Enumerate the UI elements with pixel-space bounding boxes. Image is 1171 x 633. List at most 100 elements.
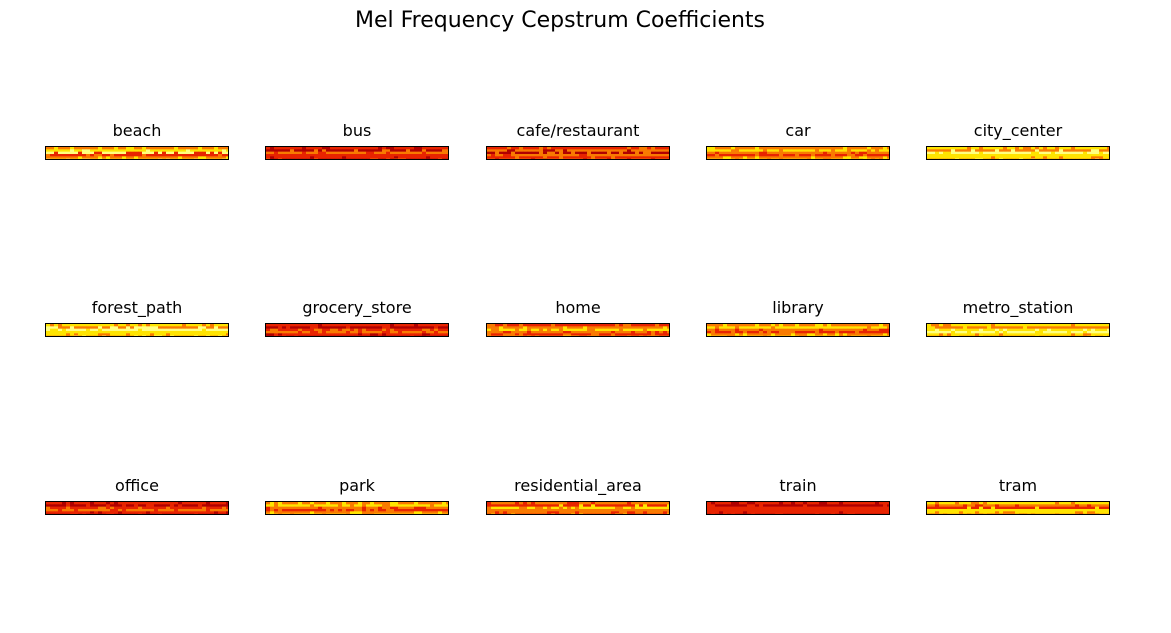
heatmap-cell [967,328,972,332]
heatmap-cell [1015,502,1020,505]
heatmap-cell [707,326,712,329]
heatmap-cell [535,151,540,155]
heatmap-cell [651,147,656,150]
heatmap-cell [306,511,311,514]
heatmap-cell [134,158,139,159]
heatmap-cell [170,331,175,334]
heatmap-cell [418,333,423,336]
heatmap-cell [330,147,335,150]
heatmap-cell [378,154,383,157]
heatmap-cell [1067,509,1072,512]
heatmap-cell [523,509,528,512]
panel-forest-path: forest_path [45,298,229,337]
heatmap-cell [226,326,228,329]
heatmap-cell [134,504,139,507]
heatmap-cell [639,513,644,514]
heatmap-cell [527,333,532,336]
heatmap-cell [747,513,752,514]
heatmap-cell [607,154,612,157]
heatmap-cell [218,509,223,512]
heatmap-cell [134,331,139,334]
heatmap-cell [859,158,864,159]
heatmap-cell [535,506,540,510]
heatmap-cell [1047,151,1052,155]
heatmap-cell [1099,326,1104,329]
heatmap-cell [186,158,191,159]
heatmap-cell [867,328,872,332]
heatmap-cell [559,154,564,157]
heatmap-cell [70,326,75,329]
heatmap-cell [218,506,223,510]
heatmap-cell [767,154,772,157]
heatmap-cell [66,324,71,327]
heatmap-cell [1003,511,1008,514]
heatmap-cell [779,513,784,514]
heatmap-cell [1087,328,1092,332]
heatmap-cell [178,324,183,327]
heatmap-cell [583,331,588,334]
heatmap-cell [442,506,447,510]
heatmap-cell [719,335,724,336]
heatmap-cell [579,511,584,514]
heatmap-cell [282,324,287,327]
heatmap-cell [306,328,311,332]
heatmap-cell [527,149,532,152]
heatmap-cell [422,326,427,329]
heatmap-cell [390,326,395,329]
heatmap-cell [495,149,500,152]
heatmap-cell [555,149,560,152]
heatmap-cell [1075,326,1080,329]
heatmap-cell [314,158,319,159]
heatmap-cell [126,156,131,159]
heatmap-cell [134,506,139,510]
heatmap-cell [1059,151,1064,155]
heatmap-cell [1091,511,1096,514]
heatmap-cell [991,154,996,157]
heatmap-cell [659,326,664,329]
heatmap-cell [599,328,604,332]
heatmap-cell [378,326,383,329]
heatmap-cell [543,328,548,332]
heatmap-cell [390,156,395,159]
heatmap-cell [1091,328,1096,332]
heatmap-cell [727,502,732,505]
heatmap-cell [515,149,520,152]
heatmap-cell [206,324,211,327]
heatmap-cell [487,506,492,510]
heatmap-cell [883,151,888,155]
heatmap-cell [555,147,560,150]
heatmap-cell [1087,154,1092,157]
heatmap-cell [1095,151,1100,155]
heatmap-cell [370,324,375,327]
heatmap-cell [50,335,55,336]
heatmap-cell [959,502,964,505]
heatmap-cell [935,326,940,329]
heatmap-cell [751,502,756,505]
heatmap-cell [515,328,520,332]
heatmap-cell [995,513,1000,514]
heatmap-cell [378,149,383,152]
heatmap-cell [162,151,167,155]
heatmap-cell [555,326,560,329]
heatmap-cell [747,324,752,327]
heatmap-cell [58,328,63,332]
heatmap-cell [811,504,816,507]
heatmap-cell [1007,506,1012,510]
heatmap-cell [999,502,1004,505]
heatmap-cell [394,333,399,336]
heatmap-cell [1047,506,1052,510]
heatmap-cell [110,335,115,336]
heatmap-cell [126,333,131,336]
heatmap-cell [102,158,107,159]
heatmap-cell [1031,509,1036,512]
heatmap-cell [322,333,327,336]
heatmap-cell [963,324,968,327]
heatmap-cell [394,511,399,514]
heatmap-cell [743,331,748,334]
heatmap-cell [759,502,764,505]
heatmap-cell [1099,504,1104,507]
heatmap-cell [354,511,359,514]
heatmap-cell [214,506,219,510]
heatmap-cell [390,509,395,512]
panel-cafe-restaurant: cafe/restaurant [486,121,670,160]
